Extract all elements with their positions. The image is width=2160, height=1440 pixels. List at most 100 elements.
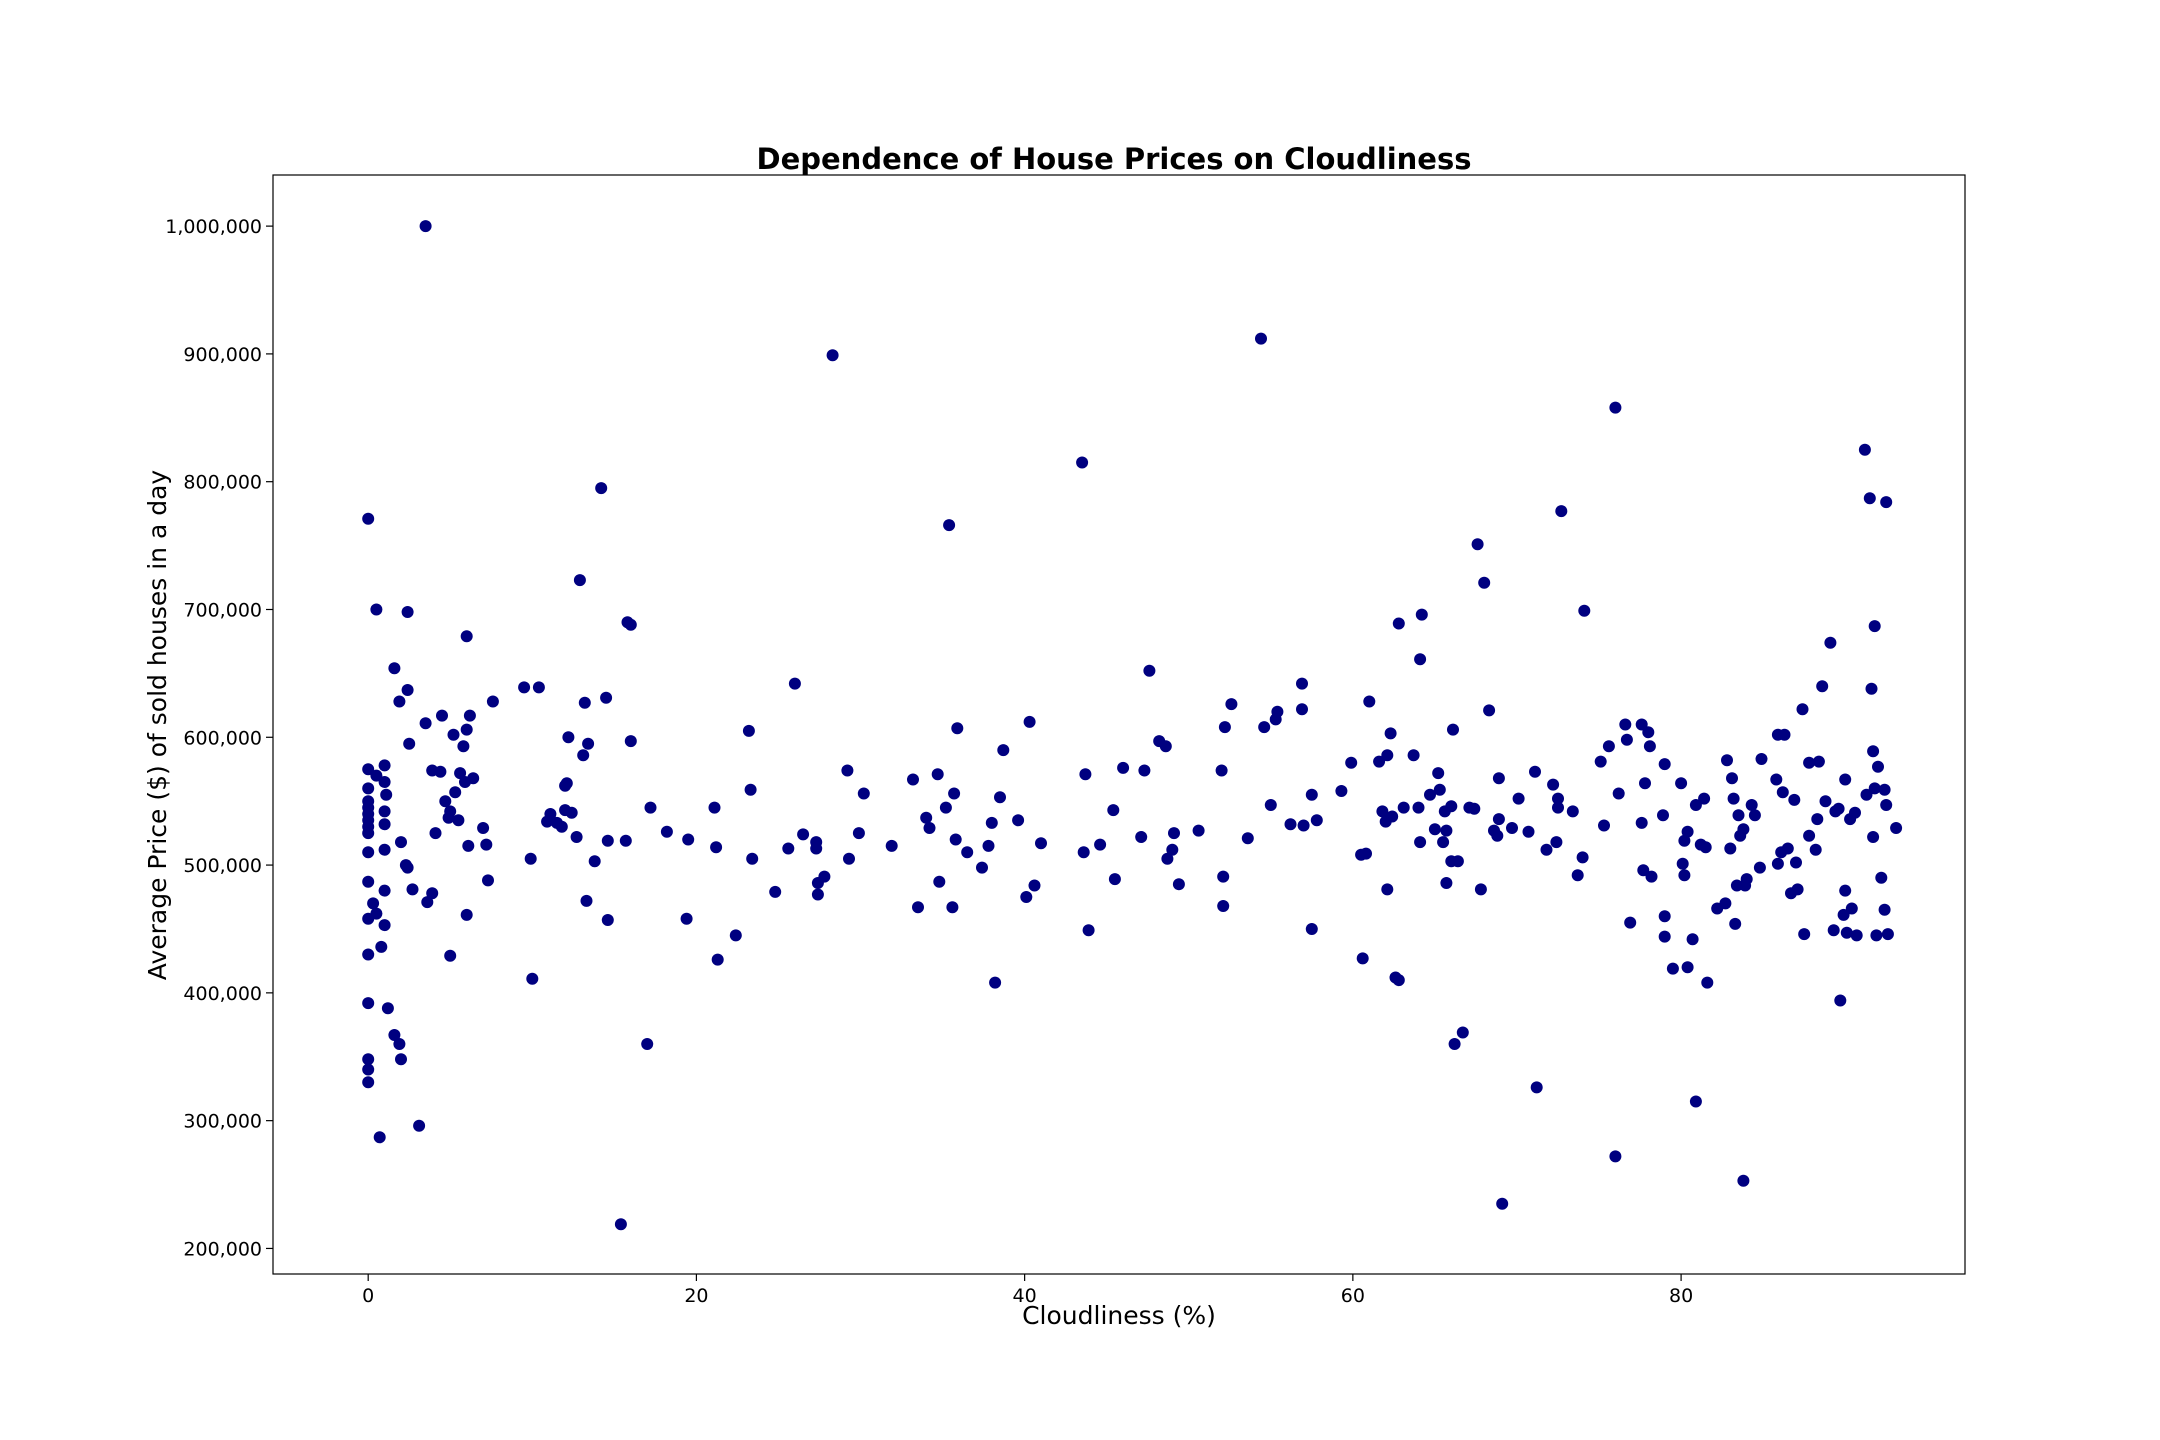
data-point bbox=[370, 769, 383, 782]
data-point bbox=[378, 843, 391, 856]
data-point bbox=[1676, 857, 1689, 870]
data-point bbox=[826, 349, 839, 362]
data-point bbox=[1310, 814, 1323, 827]
data-point bbox=[811, 888, 824, 901]
data-point bbox=[1788, 793, 1801, 806]
data-point bbox=[401, 606, 414, 618]
x-tick-label: 0 bbox=[362, 1285, 374, 1307]
data-point bbox=[1373, 755, 1386, 768]
data-point bbox=[1412, 801, 1425, 814]
data-point bbox=[1117, 761, 1130, 774]
data-point bbox=[1867, 745, 1880, 758]
data-point bbox=[370, 907, 383, 920]
data-point bbox=[1478, 576, 1491, 589]
chart-title: Dependence of House Prices on Cloudlines… bbox=[757, 142, 1472, 176]
data-point bbox=[1771, 857, 1784, 870]
data-point bbox=[943, 519, 956, 532]
data-point bbox=[370, 603, 383, 616]
data-point bbox=[1424, 788, 1436, 801]
data-point bbox=[1845, 902, 1858, 915]
data-point bbox=[395, 836, 407, 849]
data-point bbox=[1790, 856, 1802, 869]
data-point bbox=[362, 1053, 375, 1066]
data-point bbox=[729, 929, 742, 942]
data-point bbox=[482, 874, 494, 887]
data-point bbox=[362, 846, 375, 859]
data-point bbox=[1023, 715, 1036, 728]
data-point bbox=[454, 767, 467, 780]
data-point bbox=[393, 1038, 406, 1050]
data-point bbox=[810, 842, 823, 855]
data-point bbox=[1356, 952, 1369, 965]
data-point bbox=[1166, 843, 1179, 856]
data-point bbox=[1159, 740, 1172, 753]
data-point bbox=[1726, 772, 1738, 785]
y-tick-label: 1,000,000 bbox=[165, 216, 262, 238]
data-point bbox=[682, 833, 695, 846]
data-point bbox=[1624, 916, 1637, 929]
data-point bbox=[1620, 733, 1633, 746]
data-point bbox=[1755, 753, 1768, 765]
data-point bbox=[444, 805, 457, 818]
data-point bbox=[923, 822, 936, 834]
data-point bbox=[362, 997, 375, 1010]
data-point bbox=[1555, 505, 1568, 518]
data-point bbox=[1727, 792, 1740, 805]
data-point bbox=[403, 737, 416, 750]
data-point bbox=[1215, 764, 1228, 777]
data-point bbox=[1639, 777, 1651, 790]
data-point bbox=[1745, 799, 1758, 811]
data-point bbox=[1414, 653, 1427, 666]
data-point bbox=[907, 773, 919, 786]
data-point bbox=[1657, 809, 1669, 822]
data-point bbox=[578, 696, 591, 709]
data-point bbox=[614, 1218, 627, 1231]
data-point bbox=[933, 875, 946, 888]
data-point bbox=[1753, 861, 1766, 874]
data-point bbox=[949, 833, 962, 846]
y-tick-label: 300,000 bbox=[183, 1111, 262, 1133]
data-point bbox=[1798, 928, 1811, 941]
data-point bbox=[439, 795, 452, 808]
data-point bbox=[1012, 814, 1025, 827]
data-point bbox=[1803, 756, 1816, 769]
data-point bbox=[406, 883, 419, 896]
data-point bbox=[1297, 819, 1310, 832]
data-point bbox=[1491, 829, 1504, 842]
data-point bbox=[1474, 883, 1487, 896]
data-point bbox=[885, 839, 898, 852]
data-point bbox=[1619, 718, 1632, 731]
data-point bbox=[680, 912, 693, 925]
data-point bbox=[1778, 728, 1791, 741]
data-point bbox=[994, 791, 1006, 804]
data-point bbox=[948, 787, 961, 800]
data-point bbox=[1143, 664, 1156, 677]
data-point bbox=[1637, 864, 1650, 877]
data-point bbox=[1241, 832, 1254, 845]
data-point bbox=[1609, 401, 1622, 414]
data-point bbox=[419, 220, 432, 233]
data-point bbox=[449, 786, 462, 799]
data-point bbox=[1496, 1197, 1509, 1210]
data-point bbox=[1732, 809, 1745, 822]
data-point bbox=[1392, 974, 1405, 987]
data-point bbox=[1730, 879, 1743, 892]
data-point bbox=[1432, 767, 1445, 780]
data-point bbox=[976, 861, 988, 874]
data-point bbox=[1678, 869, 1691, 882]
data-point bbox=[1880, 799, 1893, 811]
data-point bbox=[1689, 1095, 1702, 1108]
data-point bbox=[1079, 768, 1092, 781]
data-point bbox=[401, 684, 414, 696]
data-point bbox=[1812, 755, 1825, 768]
data-point bbox=[1881, 928, 1894, 941]
data-point bbox=[460, 723, 473, 736]
data-point bbox=[1296, 677, 1308, 690]
data-point bbox=[624, 735, 637, 748]
data-point bbox=[1530, 1081, 1543, 1094]
data-point bbox=[1675, 777, 1688, 790]
data-point bbox=[989, 976, 1002, 989]
data-point bbox=[395, 1053, 407, 1066]
data-point bbox=[1407, 749, 1420, 762]
